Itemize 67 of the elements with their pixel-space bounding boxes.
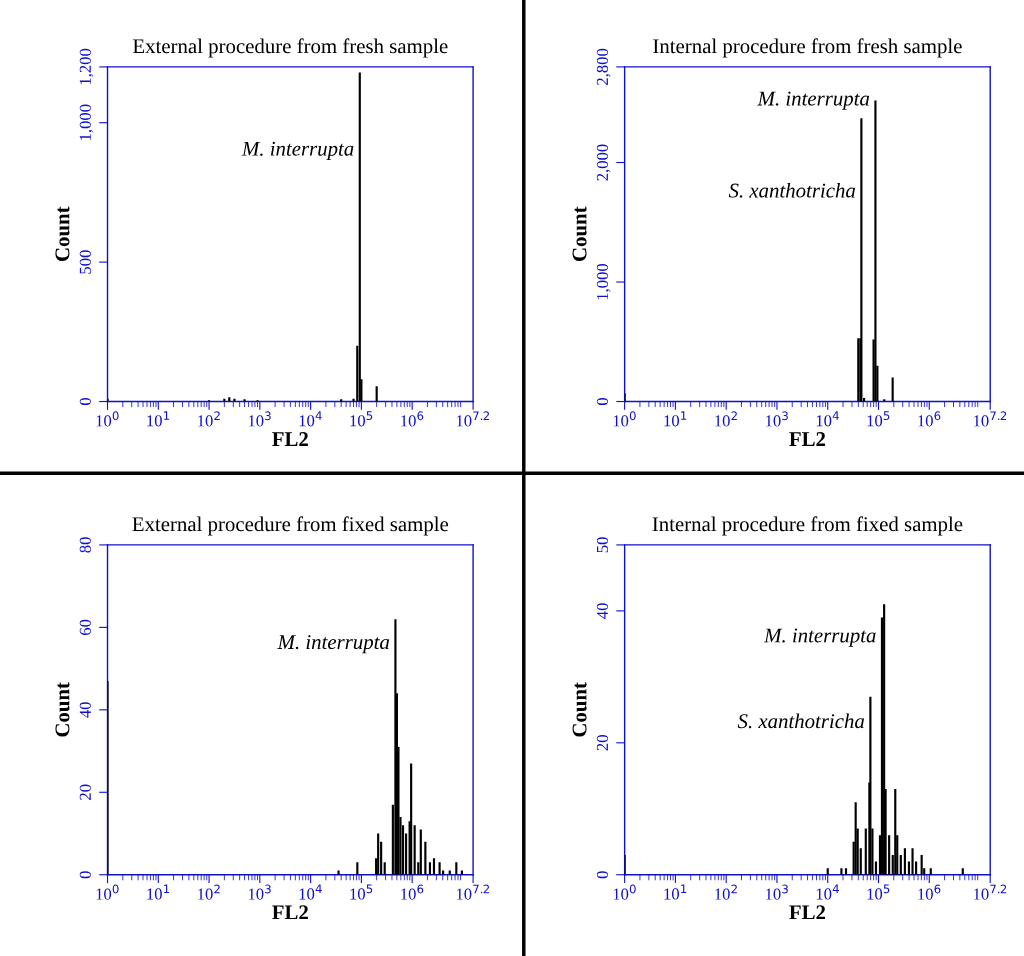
annotation: M. interrupta	[277, 635, 390, 654]
x-tick-label: 10$^{4}$	[299, 884, 322, 900]
y-tick-label: 50	[596, 537, 609, 553]
x-tick-label: 10$^{0}$	[613, 884, 636, 900]
x-tick-label: 10$^{6}$	[401, 884, 424, 900]
y-tick-label: 2,800	[596, 48, 611, 85]
x-tick-label: 10$^{1}$	[664, 411, 687, 427]
y-tick-label: 0	[596, 397, 609, 406]
x-axis-title: FL2	[272, 432, 308, 446]
x-tick-label: 10$^{1}$	[147, 884, 170, 900]
y-tick-label: 500	[79, 250, 91, 274]
annotation: S. xanthotricha	[728, 182, 856, 198]
y-tick-label: 0	[79, 871, 91, 879]
y-tick-label: 0	[596, 871, 609, 879]
x-tick-label: 10$^{6}$	[918, 411, 941, 427]
y-tick-label: 40	[596, 603, 609, 619]
y-axis-title: Count	[55, 682, 70, 737]
x-tick-label: 10$^{0}$	[613, 411, 636, 427]
y-tick-label: 20	[596, 735, 609, 751]
y-tick-label: 80	[79, 537, 91, 553]
x-tick-label: 10$^{2}$	[198, 884, 220, 900]
x-tick-label: 10$^{2}$	[715, 884, 737, 900]
x-tick-label: 10$^{2}$	[198, 411, 220, 427]
x-tick-label: 10$^{5}$	[867, 411, 890, 427]
y-tick-label: 2,000	[596, 144, 611, 181]
y-tick-label: 20	[79, 784, 91, 800]
x-tick-label: 10$^{7.2}$	[974, 411, 1007, 427]
y-axis-title: Count	[572, 206, 587, 261]
x-tick-label: 10$^{3}$	[248, 411, 271, 427]
x-tick-label: 10$^{3}$	[766, 884, 788, 900]
y-tick-label: 1,000	[79, 104, 94, 140]
x-tick-label: 10$^{3}$	[248, 884, 271, 900]
y-tick-label: 1,000	[596, 263, 611, 300]
x-axis-title: FL2	[789, 432, 826, 446]
x-tick-label: 10$^{6}$	[401, 411, 424, 427]
annotation: S. xanthotricha	[737, 713, 865, 729]
x-tick-label: 10$^{5}$	[867, 884, 890, 900]
x-tick-label: 10$^{7.2}$	[974, 884, 1007, 900]
x-tick-label: 10$^{4}$	[816, 411, 839, 427]
x-tick-label: 10$^{6}$	[918, 884, 941, 900]
y-tick-label: 60	[79, 619, 91, 635]
annotation: M. interrupta	[757, 91, 870, 110]
y-axis-title: Count	[55, 206, 70, 261]
y-axis-title: Count	[572, 682, 587, 737]
y-tick-label: 0	[79, 397, 91, 406]
x-tick-label: 10$^{5}$	[350, 884, 373, 900]
x-tick-label: 10$^{5}$	[350, 411, 373, 427]
chart-title: Internal procedure from fresh sample	[653, 38, 962, 58]
annotation: M. interrupta	[241, 141, 354, 161]
chart-title: Internal procedure from fixed sample	[652, 516, 963, 536]
x-tick-label: 10$^{7.2}$	[456, 884, 489, 900]
x-tick-label: 10$^{0}$	[96, 884, 119, 900]
x-tick-label: 10$^{1}$	[664, 884, 687, 900]
x-axis-title: FL2	[789, 905, 826, 920]
x-tick-label: 10$^{4}$	[816, 884, 839, 900]
x-tick-label: 10$^{4}$	[299, 411, 322, 427]
x-tick-label: 10$^{3}$	[766, 411, 788, 427]
y-tick-label: 1,200	[79, 48, 94, 85]
y-tick-label: 40	[79, 702, 91, 718]
chart-title: External procedure from fresh sample	[132, 38, 448, 58]
annotation: M. interrupta	[763, 628, 876, 647]
x-tick-label: 10$^{0}$	[96, 411, 119, 427]
x-tick-label: 10$^{1}$	[147, 411, 170, 427]
chart-title: External procedure from fixed sample	[132, 516, 449, 536]
x-tick-label: 10$^{2}$	[715, 411, 737, 427]
x-tick-label: 10$^{7.2}$	[456, 411, 489, 427]
x-axis-title: FL2	[272, 905, 308, 920]
